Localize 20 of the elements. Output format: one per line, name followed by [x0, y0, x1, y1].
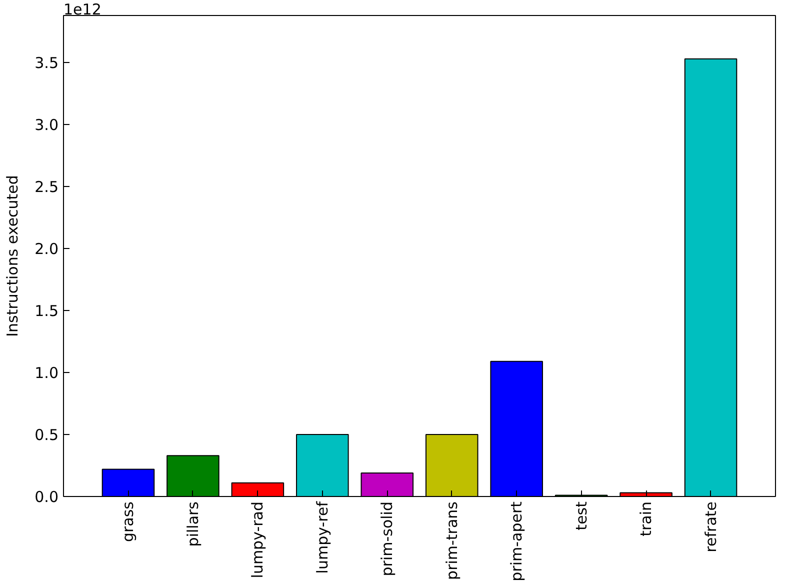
y-tick-label: 3.5: [34, 54, 59, 72]
y-tick-label: 3.0: [34, 116, 59, 134]
x-tick-label: prim-solid: [378, 501, 396, 576]
x-tick-label: grass: [119, 501, 138, 542]
x-tick-label: prim-apert: [508, 501, 526, 582]
y-tick-label: 2.5: [34, 178, 59, 196]
y-tick-label: 1.0: [34, 364, 59, 382]
y-tick-label: 0.5: [34, 426, 59, 444]
y-tick-label: 1.5: [34, 302, 59, 320]
y-tick-label: 0.0: [34, 488, 59, 506]
x-tick-label: lumpy-rad: [248, 501, 267, 578]
y-tick-label: 2.0: [34, 240, 59, 258]
x-tick-label: train: [637, 501, 656, 536]
y-axis-title: Instructions executed: [4, 175, 22, 337]
x-tick-label: prim-trans: [442, 501, 461, 580]
x-tick-label: lumpy-ref: [313, 500, 332, 574]
x-tick-label: test: [572, 501, 590, 530]
x-tick-label: pillars: [184, 501, 202, 547]
annotation: 1e12: [64, 0, 102, 18]
x-tick-label: refrate: [702, 501, 720, 552]
